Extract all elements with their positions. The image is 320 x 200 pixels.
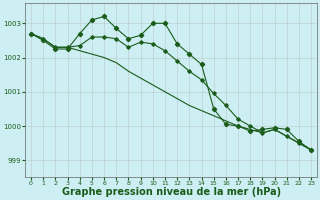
X-axis label: Graphe pression niveau de la mer (hPa): Graphe pression niveau de la mer (hPa): [61, 187, 281, 197]
